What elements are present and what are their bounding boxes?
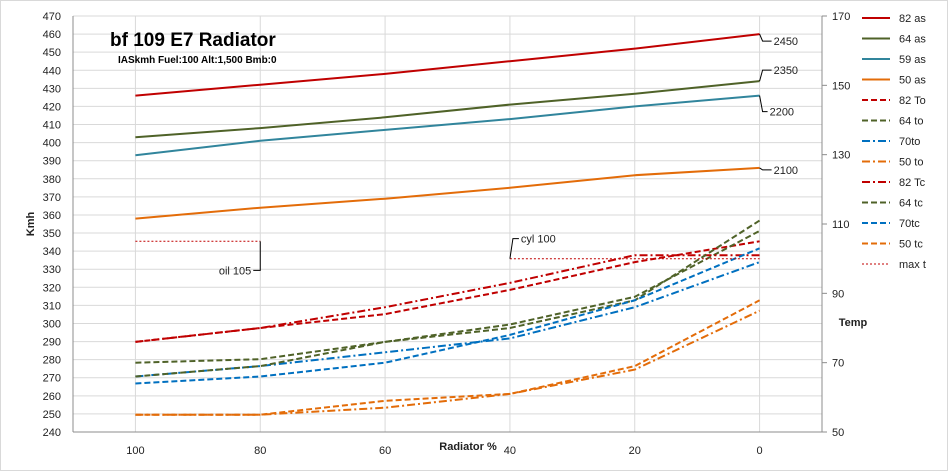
legend-label: 70to bbox=[899, 136, 920, 148]
y-tick-label: 300 bbox=[43, 318, 61, 330]
y-tick-label: 430 bbox=[43, 83, 61, 95]
y-tick-label: 440 bbox=[43, 65, 61, 77]
y-tick-label: 250 bbox=[43, 409, 61, 421]
annotation-label: 2200 bbox=[770, 107, 794, 119]
annotation-leader bbox=[759, 69, 772, 82]
annotation-label: 2350 bbox=[774, 65, 798, 77]
y-tick-label: 260 bbox=[43, 391, 61, 403]
annotation-leader bbox=[759, 95, 768, 113]
y-tick-label: 310 bbox=[43, 300, 61, 312]
y-tick-label: 240 bbox=[43, 427, 61, 439]
y-tick-label: 350 bbox=[43, 228, 61, 240]
series-line-82-as bbox=[135, 33, 760, 97]
y-tick-label: 370 bbox=[43, 192, 61, 204]
y2-tick-label: 90 bbox=[832, 288, 844, 300]
y-tick-label: 290 bbox=[43, 337, 61, 349]
series-line-64-to bbox=[135, 230, 761, 364]
y-tick-label: 400 bbox=[43, 138, 61, 150]
series-line-64-as bbox=[135, 80, 760, 139]
annotation-leader bbox=[759, 167, 772, 171]
legend-label: 64 as bbox=[899, 34, 926, 46]
x-tick-label: 20 bbox=[629, 445, 641, 457]
series-line-82-Tc bbox=[135, 254, 760, 343]
chart-title: bf 109 E7 Radiator bbox=[110, 30, 276, 51]
y2-tick-label: 130 bbox=[832, 150, 850, 162]
x-tick-label: 0 bbox=[757, 445, 763, 457]
annotation-leader bbox=[759, 33, 772, 42]
legend-label: 82 To bbox=[899, 95, 926, 107]
legend-label: max t bbox=[899, 259, 926, 271]
legend-label: 50 as bbox=[899, 75, 926, 87]
annotation-label: cyl 100 bbox=[521, 234, 556, 246]
y2-tick-label: 170 bbox=[832, 11, 850, 23]
y-tick-label: 390 bbox=[43, 156, 61, 168]
y-tick-label: 460 bbox=[43, 29, 61, 41]
x-tick-label: 100 bbox=[126, 445, 144, 457]
chart-subtitle: IASkmh Fuel:100 Alt:1,500 Bmb:0 bbox=[118, 55, 277, 66]
legend-label: 50 to bbox=[899, 157, 923, 169]
y-tick-label: 330 bbox=[43, 264, 61, 276]
x-axis-title: Radiator % bbox=[439, 441, 497, 453]
legend-label: 64 tc bbox=[899, 198, 923, 210]
y-tick-label: 420 bbox=[43, 101, 61, 113]
y-tick-label: 410 bbox=[43, 120, 61, 132]
x-tick-label: 80 bbox=[254, 445, 266, 457]
x-tick-label: 60 bbox=[379, 445, 391, 457]
y-tick-label: 280 bbox=[43, 355, 61, 367]
legend: 82 as 64 as 59 as 50 as 82 To 64 to 70to 50 to 8… bbox=[862, 13, 926, 271]
y2-tick-label: 110 bbox=[832, 219, 850, 231]
annotation-leader bbox=[509, 238, 519, 259]
series-line-50-tc bbox=[135, 299, 761, 416]
y2-tick-label: 70 bbox=[832, 358, 844, 370]
annotation-label: 2450 bbox=[774, 36, 798, 48]
series-lines bbox=[135, 33, 761, 416]
series-line-50-as bbox=[135, 166, 760, 220]
y2-axis-title: Temp bbox=[839, 317, 868, 329]
y2-tick-label: 50 bbox=[832, 427, 844, 439]
legend-label: 50 tc bbox=[899, 239, 923, 251]
y-tick-label: 320 bbox=[43, 282, 61, 294]
annotation-label: 2100 bbox=[774, 165, 798, 177]
y-tick-label: 270 bbox=[43, 373, 61, 385]
series-line-64-tc bbox=[135, 219, 761, 378]
legend-label: 70tc bbox=[899, 218, 920, 230]
y-tick-label: 360 bbox=[43, 210, 61, 222]
axes: 240 250 260 270 280 290 300 310 320 330 340 350 360 3… bbox=[43, 11, 851, 457]
legend-label: 82 Tc bbox=[899, 177, 926, 189]
x-tick-label: 40 bbox=[504, 445, 516, 457]
series-line-70tc bbox=[135, 247, 760, 385]
y-tick-label: 340 bbox=[43, 246, 61, 258]
annotation-leader bbox=[253, 241, 261, 271]
annotations: 2450 2350 2200 2100 oil 105 cyl 100 bbox=[219, 33, 798, 277]
y-tick-label: 380 bbox=[43, 174, 61, 186]
y-axis-title: Kmh bbox=[25, 212, 37, 237]
y-tick-label: 470 bbox=[43, 11, 61, 23]
legend-label: 59 as bbox=[899, 54, 926, 66]
y2-tick-label: 150 bbox=[832, 80, 850, 92]
legend-label: 64 to bbox=[899, 116, 923, 128]
legend-label: 82 as bbox=[899, 13, 926, 25]
series-line-59-as bbox=[135, 94, 760, 157]
y-tick-label: 450 bbox=[43, 47, 61, 59]
annotation-label: oil 105 bbox=[219, 265, 251, 277]
